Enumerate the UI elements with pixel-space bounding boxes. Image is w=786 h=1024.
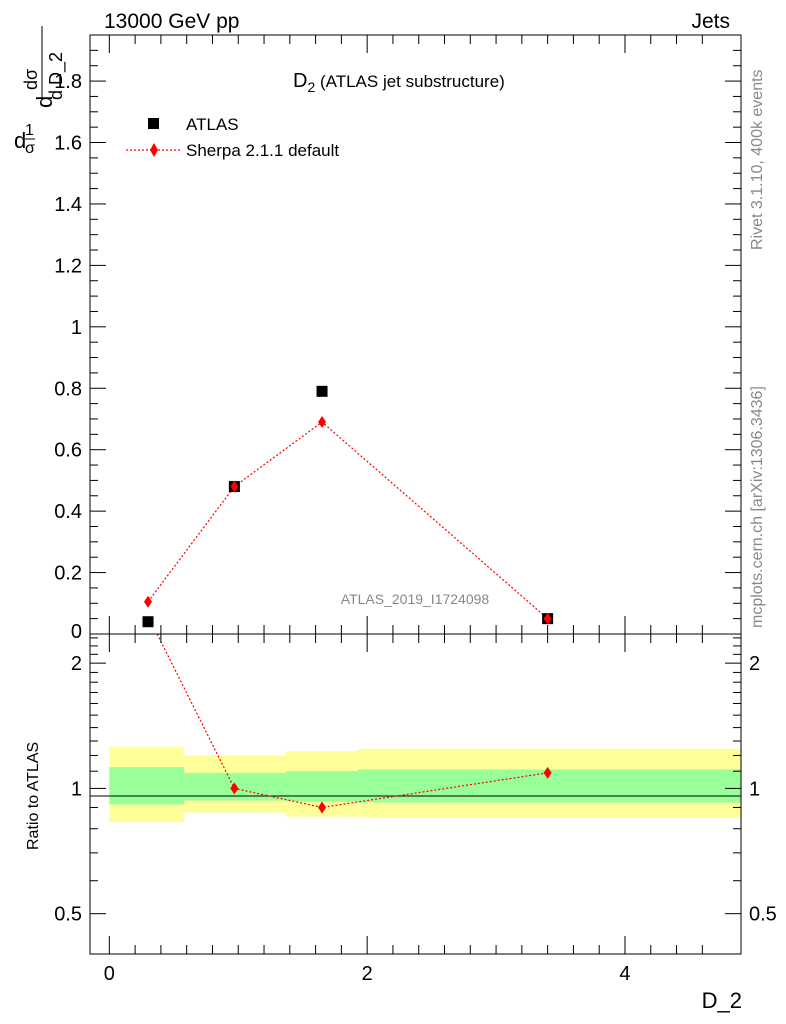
ratio-panel-frame	[89, 633, 742, 955]
ratio-y-tick-label-left: 2	[71, 653, 82, 675]
svg-text:d D_2: d D_2	[46, 52, 67, 100]
ratio-mc-marks	[156, 633, 552, 814]
svg-text:1: 1	[25, 122, 34, 139]
main-y-tick-label: 0	[71, 621, 82, 643]
x-tick-label: 4	[619, 963, 630, 985]
ratio-y-tick-label-left: 0.5	[54, 904, 82, 926]
ratio-tick-labels: 0.5 0.5 1 1 2 2 0 2 4	[54, 653, 777, 985]
ratio-uncertainty-bands	[109, 746, 741, 823]
main-y-tick-label: 1	[71, 317, 82, 339]
ratio-mc-line	[156, 633, 548, 809]
ratio-band-inner	[109, 767, 185, 805]
ratio-mc-point	[230, 782, 239, 795]
ratio-band-inner	[285, 771, 359, 802]
main-y-axis-title: d 1 σ d dσ d D_2	[14, 26, 67, 157]
x-axis-title: D_2	[702, 988, 742, 1013]
chart-title: D2 (ATLAS jet substructure)	[293, 70, 505, 95]
ratio-mc-point	[543, 766, 552, 779]
main-y-tick-label: 1.8	[54, 71, 82, 93]
sherpa-point	[543, 612, 552, 625]
x-tick-label: 2	[362, 963, 373, 985]
legend-atlas-label: ATLAS	[186, 115, 239, 134]
sherpa-point	[144, 595, 153, 608]
sherpa-point	[230, 480, 239, 493]
main-y-ticks	[90, 35, 741, 634]
main-panel: 0.2 0.4 0.6 0.8 1 1.2 1.4 1.6 1.8 0 D2 (ATLAS jet…	[14, 26, 742, 643]
legend-sherpa-label: Sherpa 2.1.1 default	[186, 141, 339, 160]
analysis-watermark: ATLAS_2019_I1724098	[341, 591, 490, 607]
main-y-tick-label: 1.4	[54, 194, 82, 216]
main-y-tick-label: 0.4	[54, 501, 82, 523]
main-data-marks	[142, 385, 554, 628]
svg-text:σ: σ	[25, 140, 35, 157]
ratio-y-axis-title: Ratio to ATLAS	[25, 742, 42, 850]
header-process-label: Jets	[691, 10, 730, 33]
svg-text:dσ: dσ	[21, 69, 41, 90]
ratio-y-tick-label-right: 1	[749, 778, 760, 800]
header-energy-label: 13000 GeV pp	[104, 10, 239, 33]
ratio-panel: 0.5 0.5 1 1 2 2 0 2 4 Ratio to ATLAS D_2	[25, 633, 777, 1013]
svg-text:d: d	[14, 128, 26, 153]
x-tick-label: 0	[104, 963, 115, 985]
main-y-tick-label: 0.8	[54, 378, 82, 400]
ratio-mc-point	[318, 801, 327, 814]
main-y-tick-label: 0.2	[54, 563, 82, 585]
ratio-y-tick-label-right: 0.5	[749, 904, 777, 926]
ratio-y-tick-label-right: 2	[749, 653, 760, 675]
svg-text:d: d	[32, 96, 57, 108]
main-y-tick-label: 0.6	[54, 440, 82, 462]
legend-sherpa-marker	[150, 143, 158, 157]
main-y-tick-labels: 0.2 0.4 0.6 0.8 1 1.2 1.4 1.6 1.8 0	[54, 71, 82, 643]
sherpa-point	[318, 416, 327, 429]
sherpa-line	[147, 421, 549, 620]
main-y-tick-label: 1.6	[54, 133, 82, 155]
ratio-y-tick-label-left: 1	[71, 778, 82, 800]
ratio-ticks	[90, 634, 741, 954]
mcplots-label: mcplots.cern.ch [arXiv:1306.3436]	[749, 386, 766, 628]
atlas-point	[316, 385, 328, 397]
rivet-info-label: Rivet 3.1.10, 400k events	[749, 69, 766, 250]
legend-atlas-marker	[148, 118, 159, 129]
main-y-tick-label: 1.2	[54, 255, 82, 277]
legend: ATLAS Sherpa 2.1.1 default	[126, 115, 339, 160]
atlas-point	[142, 616, 154, 628]
